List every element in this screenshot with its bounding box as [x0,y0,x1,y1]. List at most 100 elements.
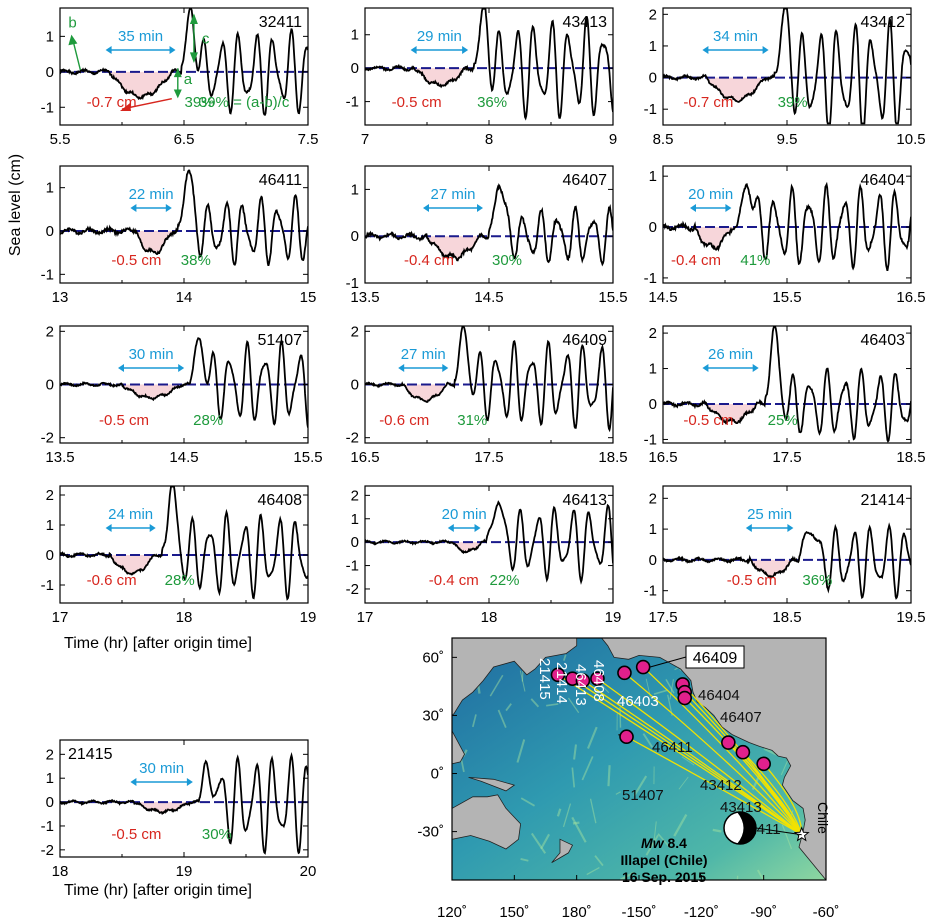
seafloor-texture [519,670,526,692]
sea-level-trace [365,500,613,585]
propagation-ray [684,697,803,836]
americas-land [601,638,826,880]
map-lon-label: 180˚ [562,904,592,921]
drop-label: -0.5 cm [683,412,733,429]
boxed-station-label: 46409 [693,650,738,667]
arrow-head [752,364,759,372]
sea-level-trace [365,326,613,433]
y-tick-label: 2 [649,490,657,507]
lead-time-label: 29 min [417,28,462,45]
drawdown-fill [402,384,455,403]
x-tick-label: 19 [176,863,193,880]
panel-51407: 13.5 14.5 15.5 2 0 -2 51407 30 min -0.5 cm 28% [41,323,323,466]
arrow-head [745,524,752,532]
seafloor-texture [607,765,611,787]
arrow-head [173,68,182,78]
station-label: 21415 [536,658,553,700]
drawdown-fill [749,559,800,578]
map-lat-label: 60˚ [422,649,444,666]
seafloor-texture [678,776,689,790]
x-tick-label: 18 [481,609,498,626]
drop-label: -0.5 cm [111,826,161,843]
arrow-head [442,364,449,372]
seafloor-texture [781,824,793,850]
ratio-label: 36% [802,572,832,589]
x-tick-label: 15.5 [293,449,322,466]
sea-level-trace [60,751,308,855]
station-id: 46411 [259,172,302,189]
seafloor-texture [665,679,675,694]
sea-level-trace [60,337,308,428]
seafloor-texture [530,832,547,854]
y-tick-label: 1 [649,361,657,378]
arrow-head [787,524,794,532]
arrow-head [186,778,193,786]
x-tick-label: 8.5 [653,131,674,148]
map-lat-label: 30˚ [422,707,444,724]
drop-label: -0.7 cm [683,94,733,111]
seafloor-texture [546,703,559,707]
panel-46403: 16.5 17.5 18.5 2 1 0 -1 46403 26 min -0.5 cm 25% [644,325,926,466]
ratio-label: 30% [202,826,232,843]
chile-label: Chile [815,802,831,834]
station-id: 32411 [259,14,302,31]
panel-32411: 5.5 6.5 7.5 1 0 -1 32411 35 min -0.7 cm 39% c a b 39%… [41,7,318,148]
seafloor-texture [573,744,577,760]
arrow-head [105,524,112,532]
sea-level-trace [663,326,911,443]
y-axis-label: Sea level (cm) [7,154,24,256]
x-tick-label: 14 [176,289,193,306]
x-tick-label: 10.5 [896,131,925,148]
seafloor-texture [645,834,659,856]
station-id: 21414 [861,492,906,509]
x-axis-label-bottom: Time (hr) [after origin time] [64,882,252,899]
station-marker [590,671,605,686]
y-tick-label: 2 [649,6,657,23]
event-location: Illapel (Chile) [620,852,707,868]
panel-46409: 16.5 17.5 18.5 2 0 -2 46409 27 min -0.6 cm 31% [346,323,628,466]
arrow-head [725,204,732,212]
map-lon-label: 120˚ [437,904,467,921]
seafloor-texture [497,709,507,728]
arrow-head [169,46,176,54]
seafloor-texture [556,808,562,817]
y-tick-label: 0 [46,547,54,564]
y-tick-label: 2 [46,746,54,763]
new-zealand-land [551,838,574,863]
lead-time-label: 25 min [747,506,792,523]
ratio-formula: 39% = (a-b)/c [199,94,290,111]
seafloor-texture [736,875,739,880]
seafloor-texture [642,733,654,748]
station-label: 46413 [572,664,589,706]
station-label: 46407 [720,709,762,726]
y-tick-label: -1 [346,275,359,292]
y-tick-label: 0 [649,70,657,87]
x-tick-label: 18 [176,609,193,626]
sea-level-trace [60,486,308,601]
event-date: 16 Sep. 2015 [622,869,706,885]
map-lon-label: -150˚ [621,904,656,921]
seafloor-texture [520,797,535,807]
station-marker [735,744,751,760]
arrow-head [690,204,696,212]
asia-land [452,638,578,716]
x-tick-label: 18.5 [896,449,925,466]
focal-mechanism-quadrant [737,811,757,845]
map-lon-label: -120˚ [684,904,719,921]
x-tick-label: 18.5 [598,449,627,466]
station-marker [575,673,591,688]
seafloor-texture [681,756,695,766]
annot-c: c [202,30,210,47]
station-id: 43412 [861,14,906,31]
seafloor-texture [763,747,778,756]
drawdown-fill [451,542,487,553]
seafloor-texture [589,798,597,824]
propagation-ray [582,680,803,836]
drop-label: -0.4 cm [671,252,721,269]
x-tick-label: 13 [52,289,69,306]
y-tick-label: 1 [649,521,657,538]
seafloor-texture [653,689,669,695]
seafloor-texture [639,877,642,880]
propagation-ray [624,672,803,836]
y-tick-label: 0 [46,794,54,811]
